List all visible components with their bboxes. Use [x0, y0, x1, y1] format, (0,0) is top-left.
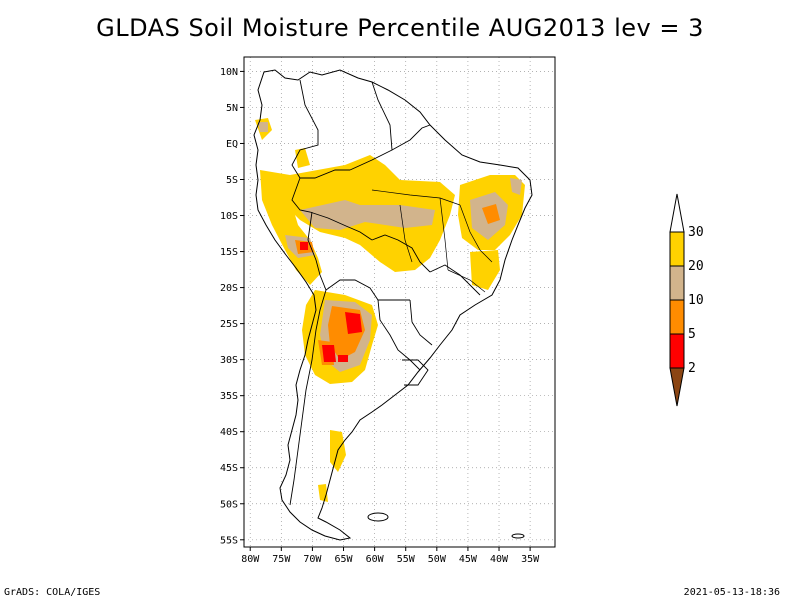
- legend-band-5-10: [669, 299, 685, 335]
- country-border-line: [391, 124, 431, 151]
- country-border-line: [291, 79, 350, 179]
- colorbar-legend: 30 20 10 5 2: [669, 193, 704, 407]
- legend-above-triangle: [669, 193, 685, 233]
- fill-tan-central: [300, 200, 435, 230]
- axis-ticks: 10N 5N EQ 5S 10S 15S 20S 25S 30S 35S 40S 45S 50S 55S8…: [220, 67, 540, 565]
- state-border-line: [459, 204, 493, 263]
- legend-band-10-20: [669, 265, 685, 301]
- south-america-coastline: [253, 69, 533, 541]
- lat-tick-label: EQ: [226, 139, 238, 150]
- lon-tick-label: 75W: [272, 554, 291, 565]
- coastlines: [253, 69, 533, 541]
- lat-tick-label: 15S: [220, 247, 238, 258]
- legend-level-label: 20: [688, 259, 704, 274]
- falkland-islands: [367, 512, 389, 522]
- country-border-line: [377, 299, 421, 371]
- country-border-line: [409, 299, 433, 346]
- fill-red-bolivia: [300, 242, 308, 250]
- country-border-line: [429, 264, 481, 296]
- footer-timestamp: 2021-05-13-18:36: [683, 587, 780, 598]
- fill-yellow-east: [470, 250, 500, 290]
- lat-tick-label: 10S: [220, 211, 238, 222]
- legend-level-label: 2: [688, 361, 696, 376]
- footer-credit: GrADS: COLA/IGES: [4, 587, 101, 598]
- lon-tick-label: 55W: [397, 554, 416, 565]
- graticule: [244, 57, 555, 547]
- lat-tick-label: 30S: [220, 355, 238, 366]
- country-border-line: [307, 211, 327, 291]
- lat-tick-label: 10N: [220, 67, 238, 78]
- lat-tick-label: 25S: [220, 319, 238, 330]
- fill-tan-northeast-coast: [510, 178, 522, 195]
- lon-tick-label: 45W: [459, 554, 478, 565]
- state-border-line: [399, 204, 413, 263]
- legend-level-label: 5: [688, 327, 696, 342]
- map-title: GLDAS Soil Moisture Percentile AUG2013 l…: [96, 14, 704, 42]
- lat-tick-label: 5N: [226, 103, 238, 114]
- fill-red-paraguay: [345, 312, 362, 334]
- legend-band-2-5: [669, 333, 685, 369]
- lat-tick-label: 40S: [220, 427, 238, 438]
- lat-tick-label: 35S: [220, 391, 238, 402]
- country-border-line: [289, 289, 327, 506]
- lat-tick-label: 45S: [220, 463, 238, 474]
- soil-moisture-fill: [255, 118, 525, 502]
- lon-tick-label: 80W: [241, 554, 260, 565]
- lat-tick-label: 20S: [220, 283, 238, 294]
- lon-tick-label: 65W: [334, 554, 353, 565]
- country-border-line: [349, 81, 393, 171]
- country-border-line: [325, 279, 410, 301]
- lat-tick-label: 55S: [220, 535, 238, 546]
- fill-tan-north-andes: [258, 122, 268, 132]
- fill-orange-northeast: [482, 204, 500, 224]
- lon-tick-label: 50W: [428, 554, 447, 565]
- fill-red-argentina-east: [338, 355, 348, 362]
- lon-tick-label: 70W: [303, 554, 322, 565]
- lon-tick-label: 40W: [490, 554, 509, 565]
- legend-band-20-30: [669, 231, 685, 267]
- legend-level-label: 10: [688, 293, 704, 308]
- south-georgia-island: [511, 533, 525, 539]
- country-border-line: [402, 359, 429, 386]
- legend-level-label: 30: [688, 225, 704, 240]
- lat-tick-label: 50S: [220, 499, 238, 510]
- country-border-line: [291, 177, 373, 241]
- state-border-line: [371, 189, 461, 206]
- state-border-line: [439, 197, 449, 271]
- country-borders: [289, 79, 493, 506]
- lon-tick-label: 60W: [366, 554, 385, 565]
- country-border-line: [371, 234, 431, 273]
- lon-tick-label: 35W: [521, 554, 540, 565]
- state-border-line: [447, 269, 486, 293]
- legend-below-triangle: [669, 367, 685, 407]
- map-frame: [243, 56, 556, 548]
- lat-tick-label: 5S: [226, 175, 238, 186]
- fill-yellow-colombia: [295, 148, 310, 168]
- fill-red-argentina: [322, 345, 336, 362]
